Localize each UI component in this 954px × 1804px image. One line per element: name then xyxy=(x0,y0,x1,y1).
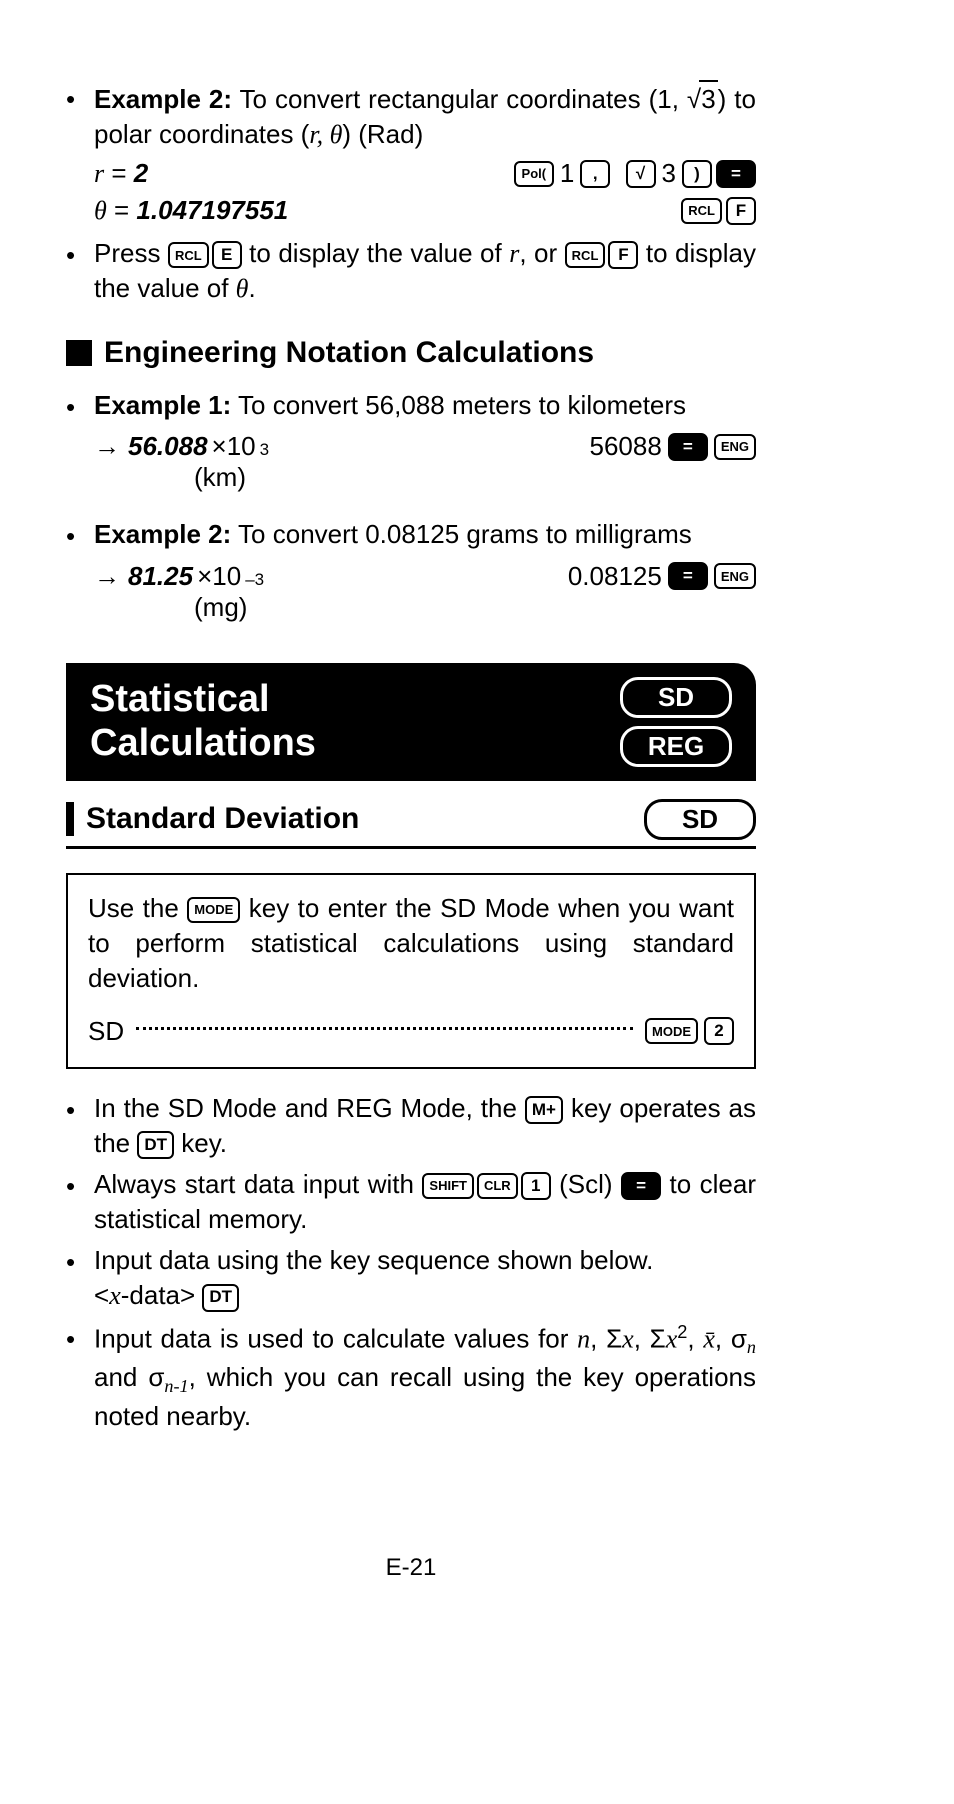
rcl-key: RCL xyxy=(565,242,606,268)
exe-key: = xyxy=(621,1172,661,1200)
mplus-key: M+ xyxy=(525,1096,563,1124)
mode-key: MODE xyxy=(187,897,240,923)
reg-pill: REG xyxy=(620,726,732,767)
bullet-icon: • xyxy=(66,80,94,117)
bullet-icon: • xyxy=(66,1167,94,1204)
f-key: F xyxy=(726,197,756,225)
bullet-icon: • xyxy=(66,236,94,273)
eng-key: ENG xyxy=(714,563,756,589)
square-marker-icon xyxy=(66,340,92,366)
mode-key: MODE xyxy=(645,1018,698,1044)
dt-key: DT xyxy=(137,1131,174,1159)
post-b3: Input data using the key sequence shown … xyxy=(94,1243,756,1313)
example2-coord: Example 2: To convert rectangular coordi… xyxy=(94,80,756,152)
exe-key: = xyxy=(716,160,756,188)
info-box: Use the MODE key to enter the SD Mode wh… xyxy=(66,873,756,1069)
pol-key: Pol( xyxy=(514,161,554,187)
rparen-key: ) xyxy=(682,160,712,188)
exe-key: = xyxy=(668,562,708,590)
bullet-icon: • xyxy=(66,1320,94,1357)
e-key: E xyxy=(212,241,242,269)
sqrt-key: √ xyxy=(626,160,656,188)
eng-ex2-result: → 81.25 ×10–3 (mg) xyxy=(94,561,264,623)
exe-key: = xyxy=(668,433,708,461)
banner-title: Statistical Calculations xyxy=(90,678,316,765)
eng-ex2: Example 2: To convert 0.08125 grams to m… xyxy=(94,517,756,552)
bullet-icon: • xyxy=(66,1243,94,1280)
press-line: Press RCL E to display the value of r, o… xyxy=(94,236,756,306)
rcl-key: RCL xyxy=(681,198,722,224)
one-key: 1 xyxy=(521,1172,551,1200)
f-key: F xyxy=(608,241,638,269)
bullet-icon: • xyxy=(66,517,94,554)
post-b4: Input data is used to calculate values f… xyxy=(94,1320,756,1434)
two-key: 2 xyxy=(704,1017,734,1045)
dt-key: DT xyxy=(202,1284,239,1312)
eng-key: ENG xyxy=(714,434,756,460)
dotted-leader xyxy=(136,1027,633,1030)
eng-ex2-keys: 0.08125 = ENG xyxy=(568,561,756,592)
eng-ex1-result: → 56.088 ×103 (km) xyxy=(94,431,269,493)
result-theta: θ = 1.047197551 xyxy=(94,195,288,226)
shift-key: SHIFT xyxy=(422,1173,474,1199)
rcl-key: RCL xyxy=(168,242,209,268)
sd-pill-sub: SD xyxy=(644,799,756,840)
sd-pill: SD xyxy=(620,677,732,718)
comma-key: , xyxy=(580,160,610,188)
stat-calc-banner: Statistical Calculations SD REG xyxy=(66,663,756,781)
post-b1: In the SD Mode and REG Mode, the M+ key … xyxy=(94,1091,756,1161)
result-r: r = 2 xyxy=(94,158,148,189)
keyseq-r: Pol( 1 , √ 3 ) = xyxy=(514,158,756,189)
eng-ex1-keys: 56088 = ENG xyxy=(590,431,756,462)
keyseq-theta: RCL F xyxy=(681,197,756,225)
vbar-icon xyxy=(66,802,74,836)
clr-key: CLR xyxy=(477,1173,518,1199)
post-b2: Always start data input with SHIFT CLR 1… xyxy=(94,1167,756,1237)
bullet-icon: • xyxy=(66,1091,94,1128)
bullet-icon: • xyxy=(66,388,94,425)
eng-ex1: Example 1: To convert 56,088 meters to k… xyxy=(94,388,756,423)
page-number: E-21 xyxy=(66,1554,756,1582)
section-engineering: Engineering Notation Calculations xyxy=(66,336,756,370)
standard-deviation-header: Standard Deviation SD xyxy=(66,799,756,849)
